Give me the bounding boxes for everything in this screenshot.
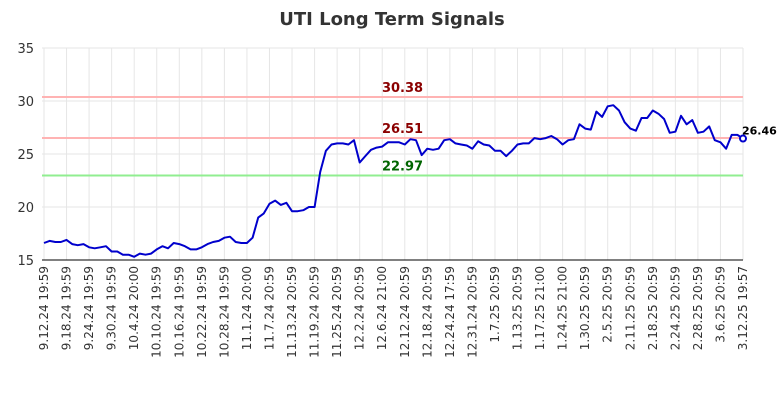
y-tick-label: 35 [17,42,34,57]
x-tick-label: 11.13.24 20:59 [285,266,299,358]
x-tick-label: 3.6.25 20:59 [713,266,727,343]
x-tick-label: 12.2.24 20:59 [353,266,367,350]
x-tick-label: 9.12.24 19:59 [37,266,51,350]
x-tick-label: 11.19.24 20:59 [308,266,322,358]
y-tick-label: 15 [17,254,34,269]
x-tick-label: 1.24.25 21:00 [556,266,570,350]
signal-level-label: 22.97 [382,160,423,175]
last-point-marker [739,134,747,143]
x-tick-label: 1.13.25 20:59 [511,266,525,350]
x-tick-label: 12.31.24 20:59 [465,266,479,358]
grid [42,47,744,260]
y-tick-label: 20 [17,201,34,216]
x-tick-label: 1.7.25 20:59 [488,266,502,343]
signal-level-label: 30.38 [382,81,423,96]
x-tick-label: 2.5.25 20:59 [601,266,615,343]
y-tick-label: 30 [17,95,34,110]
x-tick-label: 12.12.24 20:59 [398,266,412,358]
x-tick-label: 9.24.24 19:59 [82,266,96,350]
x-tick-label: 10.22.24 19:59 [195,266,209,358]
chart-title: UTI Long Term Signals [279,9,505,30]
x-tick-label: 10.10.24 19:59 [150,266,164,358]
axes: 15 20 25 30 35 9.12.24 19:59 9.18.24 19:59 9.24… [17,42,750,358]
labels-layer: 30.38 26.51 22.97 26.46 [382,81,777,175]
x-tick-label: 12.6.24 21:00 [375,266,389,350]
x-tick-label: 2.11.25 20:59 [623,266,637,350]
x-tick-label: 9.18.24 19:59 [60,266,74,350]
x-tick-label: 11.25.24 20:59 [330,266,344,358]
last-value-label: 26.46 [742,125,777,138]
y-tick-label: 25 [17,148,34,163]
x-tick-label: 1.17.25 21:00 [533,266,547,350]
x-tick-label: 11.7.24 20:59 [262,266,276,350]
x-tick-label: 10.16.24 19:59 [172,266,186,358]
x-tick-label: 2.28.25 20:59 [691,266,705,350]
x-tick-label: 12.18.24 20:59 [420,266,434,358]
x-tick-label: 12.24.24 17:59 [443,266,457,358]
x-tick-label: 2.18.25 20:59 [646,266,660,350]
x-tick-label: 10.4.24 20:00 [127,266,141,350]
x-tick-label: 2.24.25 20:59 [668,266,682,350]
price-line [43,104,744,258]
signal-levels [42,95,743,177]
signal-level-label: 26.51 [382,122,423,137]
series-layer [43,104,747,258]
x-tick-label: 3.12.25 19:57 [736,266,750,350]
x-tick-label: 1.30.25 20:59 [578,266,592,350]
x-tick-label: 10.28.24 19:59 [217,266,231,358]
x-tick-label: 11.1.24 20:00 [240,266,254,350]
x-tick-label: 9.30.24 19:59 [105,266,119,350]
